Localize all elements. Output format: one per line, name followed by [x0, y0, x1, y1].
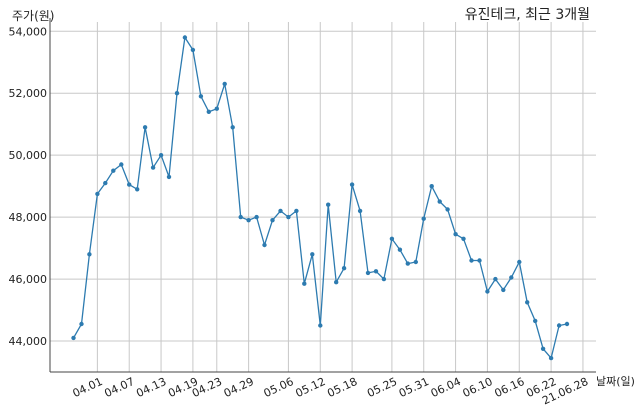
data-point — [254, 214, 259, 220]
x-tick-label: 05.31 — [397, 375, 431, 400]
data-point — [397, 247, 403, 252]
data-point — [222, 81, 227, 87]
y-tick-label: 46,000 — [9, 273, 48, 286]
data-point — [556, 323, 562, 328]
data-point — [548, 355, 554, 361]
x-tick-label: 06.10 — [461, 375, 495, 400]
data-point — [493, 276, 498, 282]
data-point — [413, 259, 418, 265]
y-tick-labels: 44,000 46,000 48,000 50,000 52,000 54,000 — [9, 25, 48, 348]
chart-title: 유진테크, 최근 3개월 — [465, 7, 590, 23]
data-point — [334, 280, 339, 285]
x-tick-label: 06.04 — [429, 375, 463, 400]
y-axis-label: 주가(원) — [12, 9, 54, 23]
x-tick-label: 05.06 — [262, 375, 296, 400]
y-tick-label: 54,000 — [9, 25, 48, 38]
price-series — [71, 35, 570, 361]
y-tick-label: 52,000 — [9, 87, 48, 100]
data-point — [87, 252, 92, 257]
data-point — [437, 199, 442, 204]
data-point — [469, 258, 474, 263]
data-point — [349, 182, 355, 187]
data-point — [405, 261, 410, 266]
data-point — [501, 287, 506, 293]
data-point — [357, 208, 363, 214]
x-tick-label: 04.07 — [102, 375, 136, 400]
data-point — [79, 321, 84, 327]
x-tick-label: 05.12 — [293, 375, 327, 400]
data-point — [127, 182, 132, 187]
data-point — [111, 168, 116, 173]
data-point — [158, 153, 164, 158]
data-point — [373, 269, 379, 274]
data-point — [294, 208, 299, 214]
data-point — [517, 259, 522, 265]
data-point — [262, 242, 267, 248]
data-point — [190, 47, 196, 53]
data-point — [278, 208, 283, 214]
y-tick-label: 50,000 — [9, 149, 48, 162]
data-point — [142, 125, 148, 130]
data-point — [214, 106, 219, 111]
data-point — [166, 174, 172, 180]
data-point — [119, 162, 124, 167]
data-point — [174, 91, 180, 96]
data-point — [71, 335, 76, 341]
data-point — [135, 187, 140, 192]
data-point — [103, 180, 108, 186]
data-point — [477, 258, 482, 263]
data-point — [95, 191, 100, 197]
x-tick-label: 04.13 — [134, 375, 168, 400]
grid-lines — [50, 22, 596, 372]
data-point — [421, 216, 426, 221]
data-point — [318, 323, 323, 328]
data-point — [238, 214, 243, 220]
data-point — [453, 232, 458, 237]
data-point — [286, 214, 291, 220]
data-point — [525, 300, 530, 305]
data-point — [182, 35, 188, 40]
data-point — [341, 266, 347, 271]
data-point — [198, 94, 204, 99]
x-tick-label: 05.18 — [325, 375, 359, 400]
data-point — [246, 218, 251, 223]
data-point — [310, 252, 315, 257]
data-point — [302, 281, 307, 286]
data-point — [365, 270, 371, 276]
data-point — [150, 165, 156, 170]
x-axis-label: 날짜(일) — [596, 374, 635, 388]
data-point — [461, 236, 466, 241]
data-point — [540, 346, 546, 351]
data-point — [509, 275, 514, 280]
data-point — [429, 184, 434, 189]
data-point — [230, 125, 235, 130]
data-point — [270, 218, 275, 223]
x-tick-label: 06.16 — [492, 375, 526, 400]
data-point — [564, 321, 570, 327]
y-tick-label: 44,000 — [9, 335, 48, 348]
data-point — [485, 289, 490, 294]
axes — [49, 18, 596, 373]
x-tick-label: 04.29 — [222, 375, 256, 400]
data-point — [445, 207, 450, 212]
data-point — [381, 276, 387, 282]
data-point — [533, 318, 538, 324]
x-tick-label: 04.01 — [71, 375, 105, 400]
data-point — [389, 236, 395, 241]
data-point — [206, 109, 211, 115]
data-point — [326, 202, 331, 207]
y-tick-label: 48,000 — [9, 211, 48, 224]
x-tick-label: 05.25 — [365, 375, 399, 400]
